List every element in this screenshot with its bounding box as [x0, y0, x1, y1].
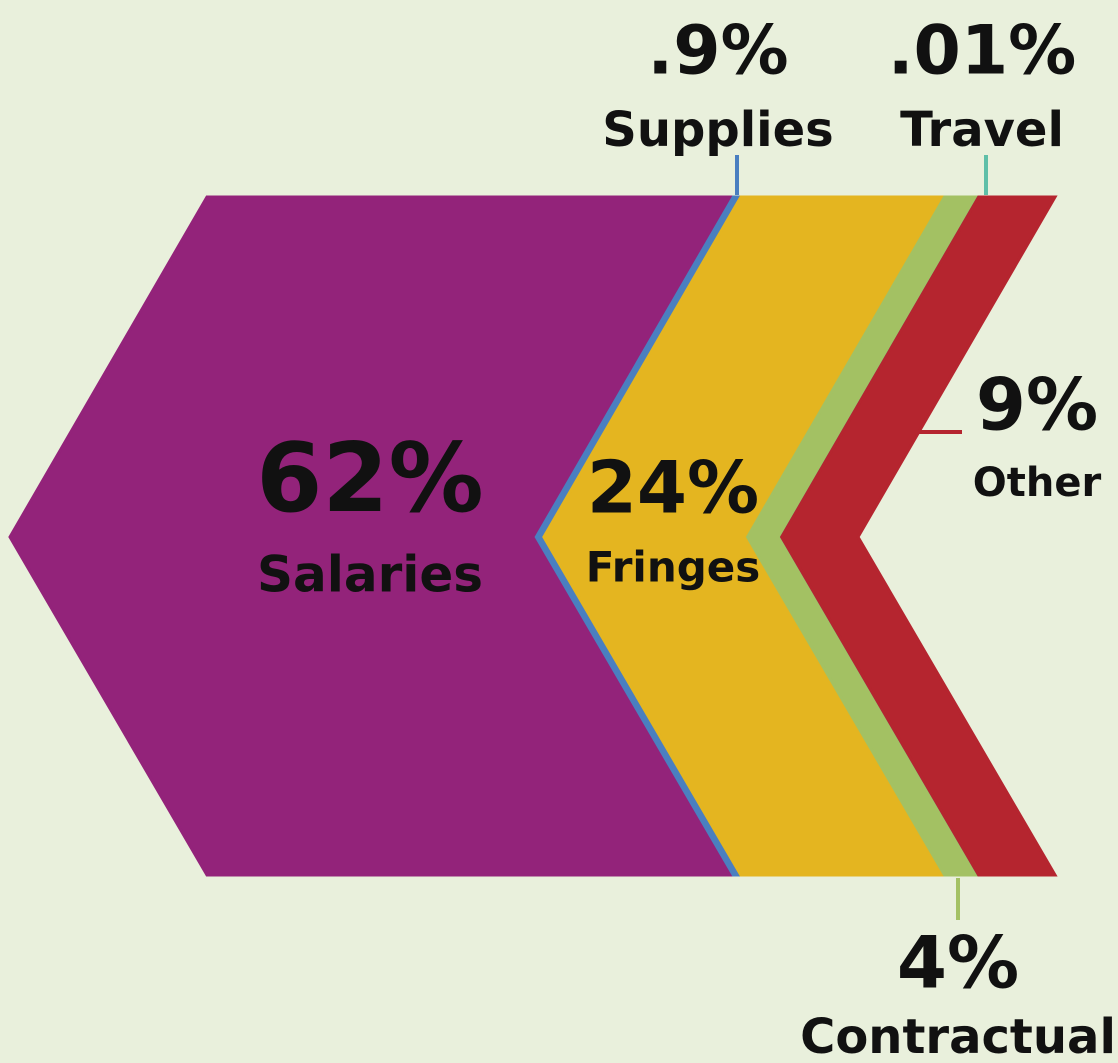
category-label: Fringes [586, 543, 761, 592]
value-label: .9% [647, 12, 788, 91]
value-label: 4% [897, 921, 1019, 1005]
value-label: 9% [976, 363, 1098, 447]
category-label: Travel [900, 102, 1064, 158]
value-label: 62% [256, 424, 483, 534]
category-label: Other [973, 460, 1102, 506]
value-label: 24% [587, 446, 759, 530]
value-label: .01% [888, 12, 1077, 91]
category-label: Supplies [602, 102, 834, 158]
segment [779, 195, 1058, 877]
category-label: Salaries [257, 546, 483, 604]
category-label: Contractual [800, 1009, 1116, 1063]
